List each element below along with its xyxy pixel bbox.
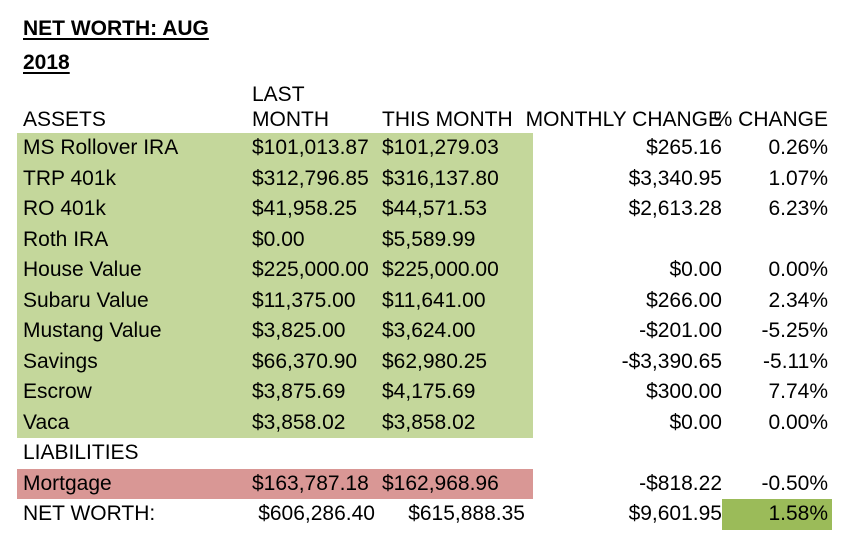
cell-asset-name[interactable]: Escrow (17, 377, 250, 408)
cell-this-month[interactable]: $3,624.00 (380, 316, 533, 347)
cell-last-month[interactable]: $312,796.85 (250, 163, 380, 194)
cell-this-month[interactable]: $101,279.03 (380, 133, 533, 164)
report-title: NET WORTH: AUG 2018 (17, 12, 849, 80)
cell-pct-change[interactable]: 1.07% (768, 166, 828, 190)
cell-last-month[interactable]: $101,013.87 (250, 133, 380, 164)
cell-monthly-change[interactable]: -$818.22 (639, 471, 722, 495)
cell-monthly-change[interactable]: $300.00 (646, 380, 722, 404)
cell-asset-name[interactable]: Subaru Value (17, 285, 250, 316)
cell-this-month[interactable]: $62,980.25 (380, 346, 533, 377)
cell-asset-name[interactable]: TRP 401k (17, 163, 250, 194)
empty-cell[interactable] (250, 438, 380, 469)
section-label-liabilities[interactable]: LIABILITIES (23, 441, 139, 465)
report-title-line1[interactable]: NET WORTH: AUG (23, 17, 209, 40)
cell-monthly-change[interactable]: -$201.00 (639, 319, 722, 343)
cell-pct-change[interactable]: -5.11% (763, 349, 828, 373)
report-title-line2[interactable]: 2018 (23, 51, 70, 74)
asset-row: TRP 401k $312,796.85 $316,137.80 $3,340.… (17, 163, 832, 194)
cell-monthly-change[interactable] (533, 225, 722, 256)
cell-pct-change[interactable]: 2.34% (768, 288, 828, 312)
cell-last-month[interactable]: $163,787.18 (250, 468, 380, 499)
cell-monthly-change[interactable]: -$3,390.65 (621, 349, 722, 373)
cell-last-month[interactable]: $66,370.90 (250, 346, 380, 377)
cell-this-month[interactable]: $225,000.00 (380, 255, 533, 286)
cell-monthly-change[interactable]: $3,340.95 (628, 166, 722, 190)
cell-asset-name[interactable]: MS Rollover IRA (17, 133, 250, 164)
cell-last-month[interactable]: $225,000.00 (250, 255, 380, 286)
cell-this-month[interactable]: $11,641.00 (380, 285, 533, 316)
cell-last-month[interactable]: $11,375.00 (250, 285, 380, 316)
asset-row: Vaca $3,858.02 $3,858.02 $0.00 0.00% (17, 407, 832, 438)
cell-last-month[interactable]: $3,825.00 (250, 316, 380, 347)
cell-monthly-change[interactable]: $265.16 (646, 136, 722, 160)
asset-row: Savings $66,370.90 $62,980.25 -$3,390.65… (17, 346, 832, 377)
cell-liability-name[interactable]: Mortgage (17, 468, 250, 499)
asset-row: Subaru Value $11,375.00 $11,641.00 $266.… (17, 285, 832, 316)
cell-monthly-change[interactable]: $0.00 (669, 258, 722, 282)
cell-monthly-change[interactable]: $266.00 (646, 288, 722, 312)
cell-this-month[interactable]: $3,858.02 (380, 407, 533, 438)
asset-row: House Value $225,000.00 $225,000.00 $0.0… (17, 255, 832, 286)
asset-row: Escrow $3,875.69 $4,175.69 $300.00 7.74% (17, 377, 832, 408)
column-header-this-month[interactable]: THIS MONTH (382, 108, 513, 131)
cell-last-month[interactable]: $41,958.25 (250, 194, 380, 225)
header-row: ASSETS LAST MONTH THIS MONTH MONTHLY CHA… (17, 82, 832, 133)
cell-net-worth-last-month[interactable]: $606,286.40 (258, 502, 375, 526)
asset-row: Mustang Value $3,825.00 $3,624.00 -$201.… (17, 316, 832, 347)
cell-monthly-change[interactable]: $0.00 (669, 410, 722, 434)
column-header-last-month-label: LAST MONTH (252, 83, 329, 131)
cell-last-month[interactable]: $0.00 (250, 224, 380, 255)
cell-asset-name[interactable]: Mustang Value (17, 316, 250, 347)
asset-row: Roth IRA $0.00 $5,589.99 (17, 224, 832, 256)
cell-last-month[interactable]: $3,875.69 (250, 377, 380, 408)
cell-asset-name[interactable]: RO 401k (17, 194, 250, 225)
cell-this-month[interactable]: $162,968.96 (380, 468, 533, 499)
cell-pct-change[interactable]: 6.23% (768, 197, 828, 221)
cell-this-month[interactable]: $5,589.99 (380, 224, 533, 255)
cell-asset-name[interactable]: Savings (17, 346, 250, 377)
cell-asset-name[interactable]: Vaca (17, 407, 250, 438)
cell-pct-change[interactable]: 0.00% (768, 410, 828, 434)
cell-asset-name[interactable]: House Value (17, 255, 250, 286)
column-header-assets[interactable]: ASSETS (23, 108, 106, 131)
cell-asset-name[interactable]: Roth IRA (17, 224, 250, 255)
asset-row: MS Rollover IRA $101,013.87 $101,279.03 … (17, 133, 832, 164)
cell-pct-change[interactable]: -0.50% (761, 471, 828, 495)
cell-this-month[interactable]: $4,175.69 (380, 377, 533, 408)
liability-row: Mortgage $163,787.18 $162,968.96 -$818.2… (17, 468, 832, 499)
cell-net-worth-pct-change[interactable]: 1.58% (722, 499, 832, 530)
column-header-last-month[interactable]: LAST MONTH (250, 82, 380, 134)
cell-pct-change[interactable]: -5.25% (761, 319, 828, 343)
cell-pct-change[interactable]: 0.00% (768, 258, 828, 282)
empty-cell[interactable] (380, 438, 533, 469)
cell-net-worth-this-month[interactable]: $615,888.35 (408, 502, 525, 526)
cell-this-month[interactable]: $44,571.53 (380, 194, 533, 225)
net-worth-label[interactable]: NET WORTH: (23, 502, 156, 526)
cell-this-month[interactable]: $316,137.80 (380, 163, 533, 194)
net-worth-row: NET WORTH: $606,286.40 $615,888.35 $9,60… (17, 499, 832, 530)
column-header-monthly-change[interactable]: MONTHLY CHANGE (525, 108, 722, 131)
empty-cell[interactable] (722, 438, 832, 469)
empty-cell[interactable] (533, 438, 722, 469)
asset-row: RO 401k $41,958.25 $44,571.53 $2,613.28 … (17, 194, 832, 225)
cell-last-month[interactable]: $3,858.02 (250, 407, 380, 438)
liabilities-section-row: LIABILITIES (17, 438, 832, 469)
cell-pct-change[interactable]: 7.74% (768, 380, 828, 404)
cell-monthly-change[interactable]: $2,613.28 (628, 197, 722, 221)
cell-net-worth-monthly-change[interactable]: $9,601.95 (628, 502, 722, 526)
cell-pct-change[interactable] (722, 225, 832, 256)
cell-pct-change[interactable]: 0.26% (768, 136, 828, 160)
column-header-pct-change[interactable]: % CHANGE (713, 108, 828, 131)
